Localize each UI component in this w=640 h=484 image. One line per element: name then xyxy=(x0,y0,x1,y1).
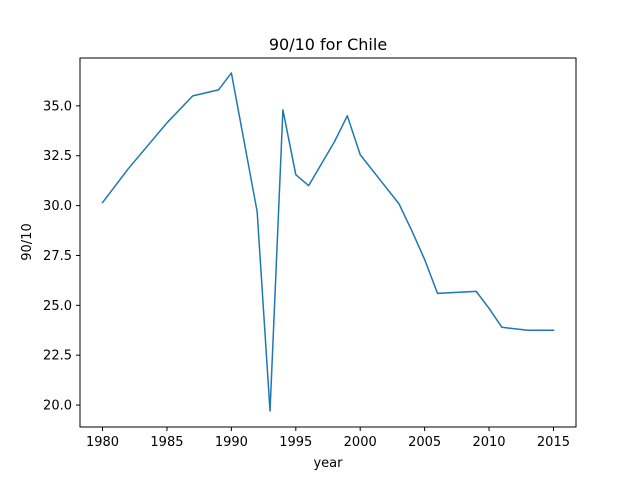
y-tick-label: 32.5 xyxy=(43,149,72,164)
y-tick-label: 35.0 xyxy=(43,99,72,114)
plot-frame xyxy=(79,57,577,428)
y-tick-label: 30.0 xyxy=(43,199,72,214)
x-tick-label: 2010 xyxy=(472,435,505,450)
x-tick-label: 2015 xyxy=(537,435,570,450)
chart-title: 90/10 for Chile xyxy=(269,35,387,54)
line-layer xyxy=(101,72,555,412)
y-axis-label: 90/10 xyxy=(20,223,35,260)
y-tick-label: 27.5 xyxy=(43,249,72,264)
x-tick-label: 1995 xyxy=(279,435,312,450)
x-axis-label: year xyxy=(313,456,343,471)
x-tick-label: 2000 xyxy=(344,435,377,450)
x-tick-label: 1990 xyxy=(215,435,248,450)
y-tick-label: 20.0 xyxy=(43,399,72,414)
y-axis: 20.0 22.5 25.0 27.5 30.0 32.5 35.0 xyxy=(43,99,80,414)
series-line xyxy=(101,72,555,412)
x-axis: 1980 1985 1990 1995 2000 2005 2010 2015 xyxy=(86,427,570,450)
y-tick-label: 25.0 xyxy=(43,299,72,314)
x-tick-label: 2005 xyxy=(408,435,441,450)
x-tick-label: 1985 xyxy=(150,435,183,450)
x-tick-label: 1980 xyxy=(86,435,119,450)
y-tick-label: 22.5 xyxy=(43,349,72,364)
